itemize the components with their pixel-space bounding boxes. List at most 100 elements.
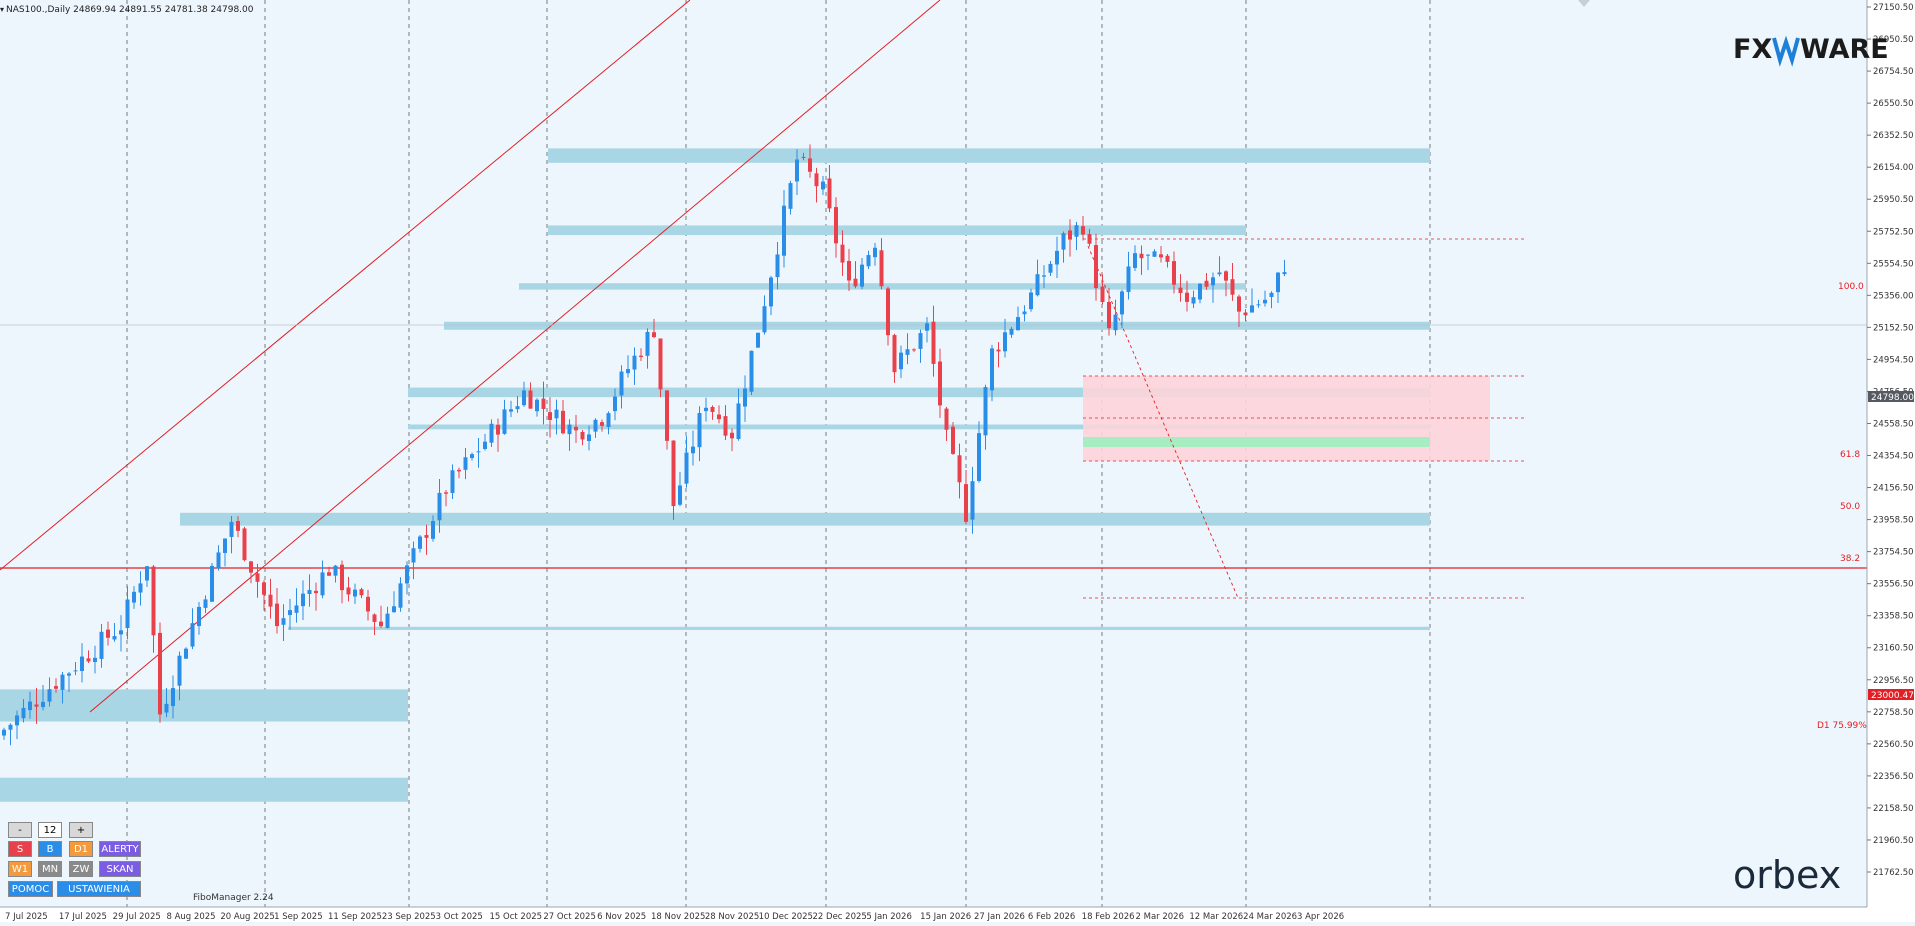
candle-bull — [515, 406, 520, 410]
candle-bear — [249, 561, 253, 573]
support-resistance-zone — [408, 424, 1430, 430]
candle-bear — [827, 178, 832, 209]
candle-bull — [1016, 317, 1020, 331]
fxware-logo-left: FX — [1733, 34, 1772, 65]
price-tick-label: 23958.50 — [1873, 516, 1914, 526]
candle-bear — [1172, 261, 1176, 285]
support-resistance-zone — [0, 689, 408, 722]
fib-50-label: 50.0 — [1840, 502, 1860, 512]
candle-bear — [541, 398, 546, 409]
zoom-plus-button[interactable]: + — [69, 822, 93, 838]
candle-bull — [769, 277, 773, 307]
candle-bull — [1250, 305, 1254, 313]
candle-bull — [21, 707, 26, 719]
candle-bear — [106, 629, 110, 638]
price-axis-panel — [1867, 0, 1915, 907]
zw-button[interactable]: ZW — [69, 861, 93, 877]
candle-bear — [54, 686, 58, 689]
candle-bull — [788, 183, 793, 209]
candle-bull — [184, 648, 188, 659]
candle-bull — [67, 673, 71, 676]
candle-bull — [925, 323, 929, 331]
price-tick-label: 26550.50 — [1873, 99, 1914, 109]
scroll-marker-icon[interactable] — [1578, 0, 1590, 7]
candle-bear — [671, 440, 676, 507]
candle-bear — [938, 361, 942, 406]
candle-bull — [567, 424, 572, 435]
candle-bear — [892, 335, 897, 373]
timeframe-d1-button[interactable]: D1 — [69, 841, 93, 857]
candle-bear — [801, 156, 806, 158]
candle-bear — [723, 416, 728, 436]
price-tick-label: 21960.50 — [1873, 836, 1914, 846]
channel-lower-line — [89, 0, 941, 713]
candle-bull — [489, 423, 494, 443]
date-tick-label: 29 Jul 2025 — [113, 912, 161, 922]
date-tick-label: 11 Sep 2025 — [328, 912, 382, 922]
candle-bull — [1061, 233, 1066, 250]
candle-bull — [1256, 304, 1261, 306]
candle-bull — [1276, 272, 1280, 293]
candle-bear — [1068, 230, 1072, 240]
control-panel: - 12 + S B D1 ALERTY W1 MN ZW SKAN POMOC… — [5, 822, 145, 904]
candle-bull — [73, 670, 78, 672]
candle-bull — [554, 409, 559, 419]
pomoc-button[interactable]: POMOC — [8, 881, 53, 897]
fib-382-label: 38.2 — [1840, 554, 1860, 564]
candle-bear — [151, 566, 156, 636]
candle-bear — [262, 582, 266, 595]
fxware-logo: FX WARE — [1733, 34, 1889, 67]
candle-bull — [80, 656, 84, 672]
symbol-header: NAS100.,Daily 24869.94 24891.55 24781.38… — [6, 5, 254, 15]
price-tick-label: 25950.50 — [1873, 195, 1914, 205]
price-tick-label: 26352.50 — [1873, 131, 1914, 141]
candle-bull — [210, 565, 214, 602]
candle-bull — [626, 369, 630, 374]
candle-bear — [236, 521, 240, 531]
timeframe-mn-button[interactable]: MN — [38, 861, 62, 877]
candle-bull — [307, 589, 312, 595]
candle-bear — [957, 455, 962, 483]
price-tick-label: 27150.50 — [1873, 3, 1914, 13]
candle-bear — [717, 414, 721, 420]
candle-bull — [2, 729, 6, 736]
candle-bear — [1185, 292, 1189, 302]
candle-bull — [8, 724, 13, 730]
candle-bull — [301, 593, 305, 607]
candle-bull — [197, 606, 201, 627]
skan-button[interactable]: SKAN — [99, 861, 141, 877]
alerty-button[interactable]: ALERTY — [99, 841, 141, 857]
candle-bear — [242, 528, 247, 561]
support-resistance-zone — [288, 626, 1430, 630]
candle-bull — [41, 701, 45, 708]
candle-bear — [1107, 301, 1111, 329]
candle-bull — [223, 538, 227, 553]
candle-bull — [1074, 225, 1079, 237]
sell-button[interactable]: S — [8, 841, 32, 857]
candle-bear — [879, 250, 884, 287]
candle-bear — [327, 572, 331, 576]
price-tick-label: 24156.50 — [1873, 484, 1914, 494]
candle-bear — [951, 426, 955, 454]
date-tick-label: 20 Aug 2025 — [220, 912, 274, 922]
ustawienia-button[interactable]: USTAWIENIA — [57, 881, 141, 897]
date-tick-label: 6 Nov 2025 — [597, 912, 646, 922]
zoom-minus-button[interactable]: - — [8, 822, 32, 838]
candle-bear — [840, 244, 845, 263]
buy-button[interactable]: B — [38, 841, 62, 857]
price-tick-label: 25554.50 — [1873, 259, 1914, 269]
candle-bull — [983, 387, 988, 436]
candle-bull — [645, 331, 650, 356]
fib-trend-line — [1087, 245, 1239, 599]
timeframe-w1-button[interactable]: W1 — [8, 861, 32, 877]
support-resistance-zone — [0, 777, 408, 802]
candle-bull — [1152, 251, 1157, 257]
price-tick-label: 24558.50 — [1873, 419, 1914, 429]
price-tick-label: 22560.50 — [1873, 740, 1914, 750]
candle-bull — [119, 630, 123, 635]
fib-618-label: 61.8 — [1840, 450, 1860, 460]
candle-bull — [411, 548, 416, 563]
zoom-value-field[interactable]: 12 — [38, 822, 62, 838]
